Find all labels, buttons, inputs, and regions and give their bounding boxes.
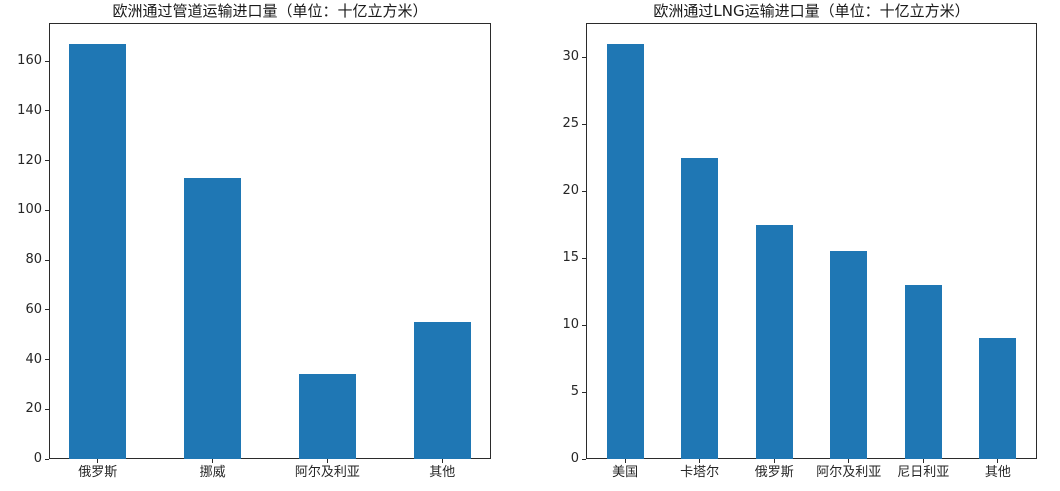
y-axis-tick bbox=[582, 324, 586, 326]
y-axis-tick bbox=[45, 110, 49, 112]
y-axis-tick bbox=[582, 123, 586, 125]
x-axis-tick bbox=[441, 459, 443, 463]
bar-阿尔及利亚 bbox=[298, 374, 357, 459]
y-axis-tick bbox=[582, 391, 586, 393]
x-axis-tick bbox=[848, 459, 850, 463]
y-axis-tick-label: 15 bbox=[562, 250, 579, 266]
y-axis-tick-label: 20 bbox=[562, 183, 579, 199]
y-axis-tick-label: 5 bbox=[570, 384, 579, 400]
y-axis-tick bbox=[582, 56, 586, 58]
y-axis-tick-label: 30 bbox=[562, 49, 579, 65]
bar-尼日利亚 bbox=[904, 284, 942, 459]
chart-title-lng: 欧洲通过LNG运输进口量（单位：十亿立方米） bbox=[653, 2, 970, 20]
x-axis-tick bbox=[773, 459, 775, 463]
x-axis-category-label: 美国 bbox=[612, 465, 639, 480]
y-axis-tick-label: 0 bbox=[570, 451, 579, 466]
chart-title-pipeline: 欧洲通过管道运输进口量（单位：十亿立方米） bbox=[112, 2, 428, 20]
y-axis-tick bbox=[45, 309, 49, 311]
y-axis-tick bbox=[45, 259, 49, 261]
x-axis-category-label: 其他 bbox=[429, 465, 456, 480]
x-axis-tick bbox=[997, 459, 999, 463]
x-axis-tick bbox=[699, 459, 701, 463]
x-axis-category-label: 尼日利亚 bbox=[897, 465, 950, 480]
y-axis-tick bbox=[45, 60, 49, 62]
bar-俄罗斯 bbox=[755, 224, 793, 459]
y-axis-tick-label: 80 bbox=[25, 252, 42, 268]
y-axis-tick-label: 140 bbox=[17, 102, 42, 118]
y-axis-tick bbox=[582, 190, 586, 192]
x-axis-category-label: 卡塔尔 bbox=[680, 465, 720, 480]
y-axis-tick bbox=[45, 359, 49, 361]
y-axis-tick-label: 160 bbox=[17, 53, 42, 69]
y-axis-tick-label: 0 bbox=[33, 451, 42, 466]
x-axis-category-label: 阿尔及利亚 bbox=[294, 465, 360, 480]
x-axis-tick bbox=[97, 459, 99, 463]
y-axis-tick-label: 10 bbox=[562, 317, 579, 333]
x-axis-tick bbox=[212, 459, 214, 463]
bar-其他 bbox=[413, 322, 471, 459]
x-axis-category-label: 其他 bbox=[984, 465, 1011, 480]
y-axis-tick-label: 40 bbox=[25, 351, 42, 367]
x-axis-category-label: 俄罗斯 bbox=[754, 465, 794, 480]
bar-卡塔尔 bbox=[681, 157, 719, 459]
bar-其他 bbox=[979, 338, 1017, 459]
y-axis-tick bbox=[45, 209, 49, 211]
x-axis-category-label: 俄罗斯 bbox=[78, 465, 118, 480]
y-axis-tick bbox=[45, 408, 49, 410]
y-axis-tick bbox=[582, 257, 586, 259]
x-axis-tick bbox=[624, 459, 626, 463]
bar-阿尔及利亚 bbox=[830, 251, 868, 459]
bar-俄罗斯 bbox=[69, 43, 127, 459]
y-axis-tick-label: 120 bbox=[17, 152, 42, 168]
y-axis-tick bbox=[45, 458, 49, 460]
bar-挪威 bbox=[183, 178, 242, 459]
y-axis-tick-label: 60 bbox=[25, 301, 42, 317]
x-axis-category-label: 挪威 bbox=[199, 465, 226, 480]
y-axis-tick bbox=[582, 458, 586, 460]
x-axis-category-label: 阿尔及利亚 bbox=[816, 465, 882, 480]
bar-美国 bbox=[606, 43, 644, 459]
y-axis-tick-label: 20 bbox=[25, 401, 42, 417]
plot-area-lng bbox=[586, 23, 1037, 459]
y-axis-tick bbox=[45, 160, 49, 162]
x-axis-tick bbox=[922, 459, 924, 463]
y-axis-tick-label: 25 bbox=[562, 116, 579, 132]
y-axis-tick-label: 100 bbox=[17, 202, 42, 218]
x-axis-tick bbox=[326, 459, 328, 463]
